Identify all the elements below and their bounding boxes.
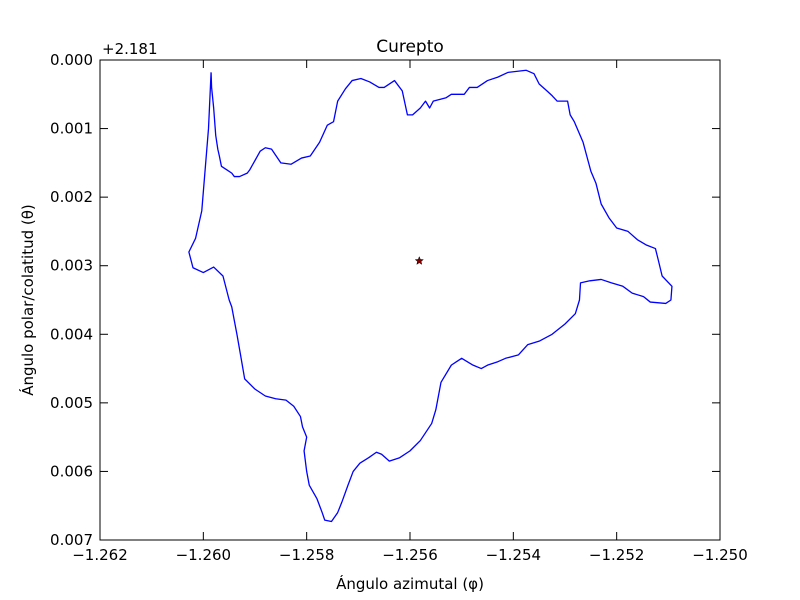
x-tick-label: −1.258 xyxy=(279,546,335,564)
y-offset-label: +2.181 xyxy=(102,40,158,58)
x-tick-label: −1.260 xyxy=(176,546,232,564)
x-tick-label: −1.262 xyxy=(72,546,128,564)
x-tick-label: −1.256 xyxy=(382,546,438,564)
boundary-line-series xyxy=(188,69,673,523)
ticks-layer: −1.262 −1.260 −1.258 −1.256 −1.254 −1.252 −1.2… xyxy=(50,51,748,564)
center-star-marker xyxy=(414,256,424,265)
y-tick-label: 0.000 xyxy=(50,51,93,69)
x-axis-label: Ángulo azimutal (φ) xyxy=(336,574,484,593)
y-tick-label: 0.003 xyxy=(50,257,93,275)
series-layer xyxy=(188,69,673,523)
y-tick-label: 0.006 xyxy=(50,462,93,480)
y-tick-label: 0.007 xyxy=(50,531,93,549)
y-axis-label: Ángulo polar/colatitud (θ) xyxy=(18,204,37,396)
x-tick-label: −1.250 xyxy=(692,546,748,564)
y-tick-label: 0.001 xyxy=(50,120,93,138)
chart-title: Curepto xyxy=(376,37,444,57)
y-tick-label: 0.004 xyxy=(50,325,93,343)
x-tick-label: −1.254 xyxy=(486,546,542,564)
y-tick-label: 0.005 xyxy=(50,394,93,412)
y-tick-label: 0.002 xyxy=(50,188,93,206)
x-tick-label: −1.252 xyxy=(589,546,645,564)
plot-frame xyxy=(99,59,721,541)
